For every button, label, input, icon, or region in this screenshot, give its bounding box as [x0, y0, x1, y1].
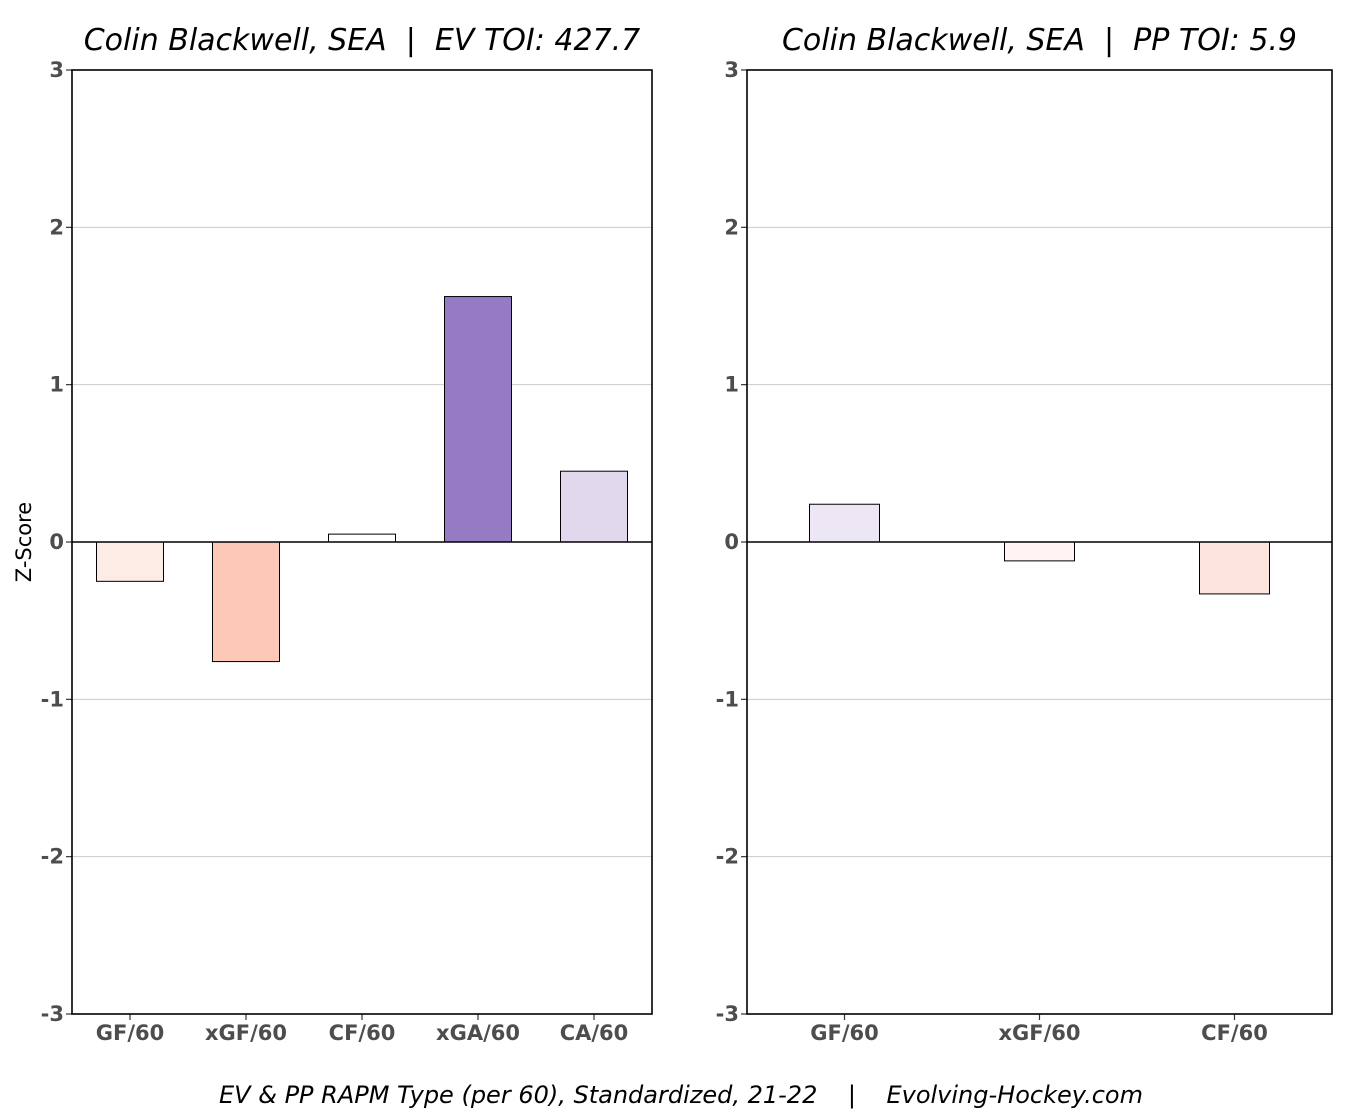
y-tick-label: -3	[716, 1002, 739, 1026]
y-tick-label: -2	[716, 845, 739, 869]
panel-title: Colin Blackwell, SEA | PP TOI: 5.9	[782, 23, 1297, 58]
y-tick-label: 0	[724, 530, 739, 554]
x-tick-label: CF/60	[329, 1021, 396, 1045]
y-tick-label: 3	[724, 58, 739, 82]
x-tick-label: GF/60	[96, 1021, 164, 1045]
y-tick-label: 1	[49, 373, 64, 397]
plot-frame	[71, 69, 653, 1015]
figure-caption: EV & PP RAPM Type (per 60), Standardized…	[219, 1081, 1143, 1109]
y-tick-label: -1	[716, 687, 739, 711]
x-tick-label: xGA/60	[436, 1021, 520, 1045]
x-tick-label: xGF/60	[205, 1021, 287, 1045]
panel-title: Colin Blackwell, SEA | EV TOI: 427.7	[84, 23, 641, 58]
x-tick-label: GF/60	[810, 1021, 878, 1045]
x-tick-label: CA/60	[560, 1021, 629, 1045]
y-tick-label: -1	[41, 687, 64, 711]
y-tick-label: 3	[49, 58, 64, 82]
pp-panel: -3 -2 -1 0 1 2 3 GF/60 xGF/60 CF/60 Colin Blackwel…	[716, 23, 1333, 1045]
bar-gf-per-60	[96, 541, 164, 582]
y-tick-label: -3	[41, 1002, 64, 1026]
bar-cf-per-60	[328, 533, 396, 543]
bar-cf-per-60	[1199, 541, 1270, 595]
bar-xgf-per-60	[1004, 541, 1075, 562]
y-tick-label: 2	[49, 215, 64, 239]
y-axis-label: Z-Score	[12, 502, 36, 582]
plot-frame	[746, 69, 1333, 1015]
bar-gf-per-60	[809, 503, 880, 543]
y-tick-label: 1	[724, 373, 739, 397]
bar-xgf-per-60	[212, 541, 280, 663]
x-tick-label: xGF/60	[998, 1021, 1080, 1045]
y-tick-label: -2	[41, 845, 64, 869]
ev-panel: -3 -2 -1 0 1 2 3 GF/60 xGF/60 CF/60 xGA/60 CA/60 Col…	[41, 23, 653, 1045]
bar-ca-per-60	[560, 470, 628, 543]
y-tick-label: 2	[724, 215, 739, 239]
bar-xga-per-60	[444, 296, 512, 543]
x-tick-label: CF/60	[1201, 1021, 1268, 1045]
y-tick-label: 0	[49, 530, 64, 554]
